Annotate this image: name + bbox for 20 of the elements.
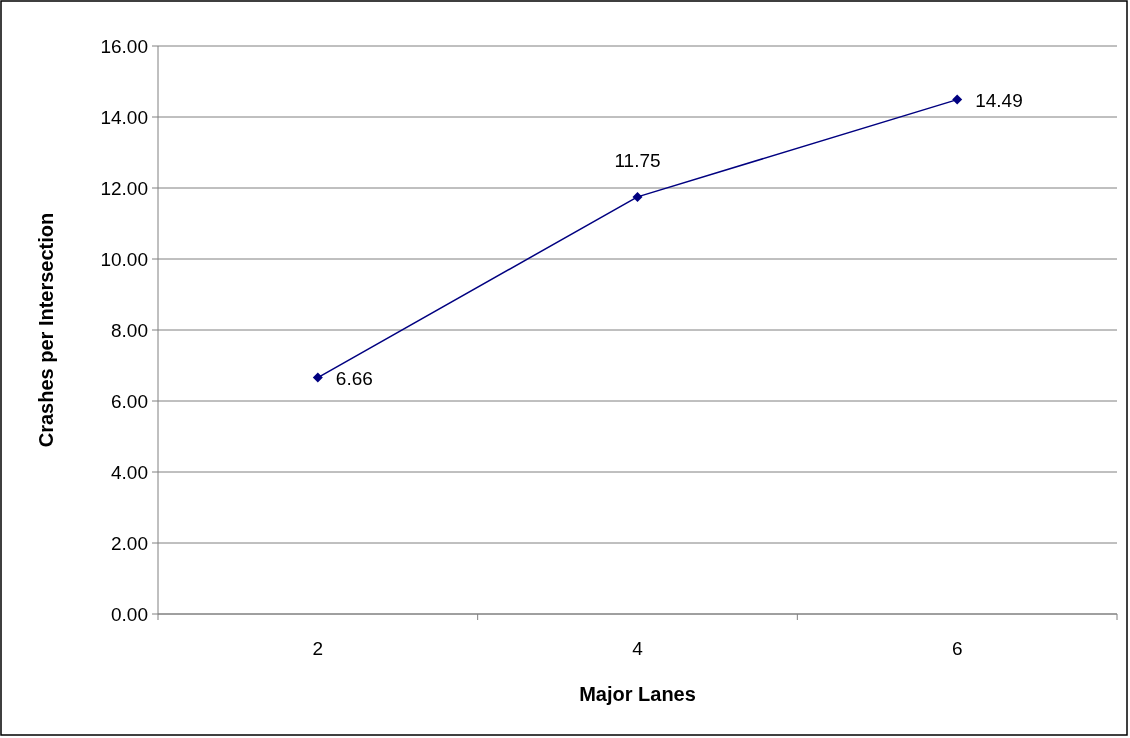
y-tick-label: 6.00 bbox=[111, 391, 148, 412]
y-tick-label: 12.00 bbox=[100, 178, 148, 199]
x-axis-title: Major Lanes bbox=[579, 683, 696, 705]
point bbox=[312, 372, 323, 383]
point bbox=[632, 191, 643, 202]
y-tick-label: 8.00 bbox=[111, 320, 148, 341]
point bbox=[952, 94, 963, 105]
y-axis-title: Crashes per Intersection bbox=[35, 212, 57, 448]
x-tick-label: 4 bbox=[632, 638, 644, 659]
x-tick-label: 6 bbox=[951, 638, 963, 659]
y-tick-label: 2.00 bbox=[111, 533, 148, 554]
data-label: 14.49 bbox=[975, 89, 1023, 111]
data-label: 11.75 bbox=[614, 149, 661, 171]
y-tick-label: 14.00 bbox=[100, 107, 148, 128]
x-tick-label: 2 bbox=[312, 638, 324, 659]
y-tick-label: 16.00 bbox=[100, 36, 148, 57]
data-label: 6.66 bbox=[335, 367, 373, 389]
y-tick-label: 0.00 bbox=[111, 604, 148, 625]
y-tick-label: 10.00 bbox=[100, 249, 148, 270]
y-tick-label: 4.00 bbox=[111, 462, 148, 483]
